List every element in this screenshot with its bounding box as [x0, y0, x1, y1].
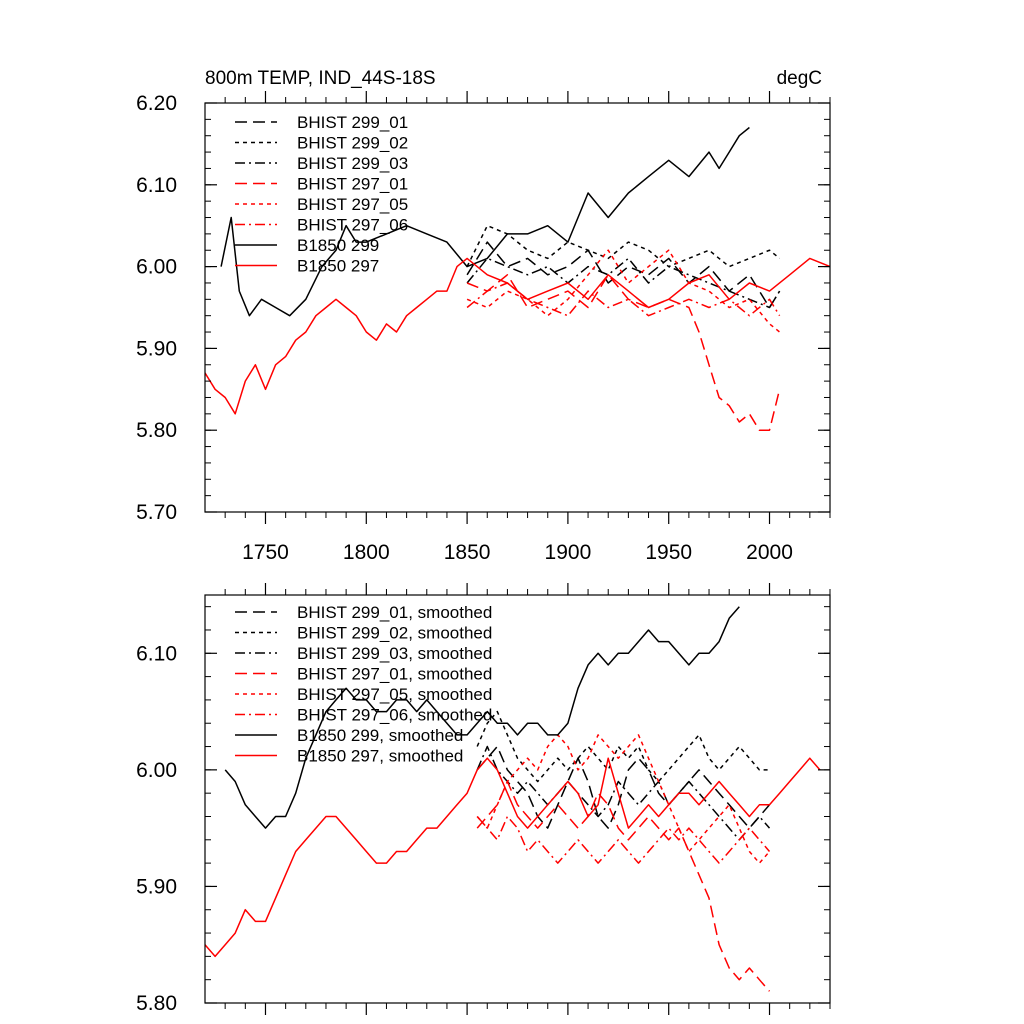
legend-label-1: BHIST 299_02, smoothed	[297, 624, 492, 643]
series-line-0	[466, 241, 781, 309]
series-line-0	[476, 745, 771, 829]
legend-label-3: BHIST 297_01, smoothed	[297, 665, 492, 684]
series-line-1	[476, 710, 770, 783]
series-group	[205, 126, 830, 431]
y-tick-label: 6.20	[136, 92, 177, 115]
y-tick-label: 5.90	[136, 875, 177, 898]
y-tick-label: 6.10	[136, 642, 177, 665]
series-line-3	[476, 780, 771, 992]
x-tick-label: 1900	[545, 541, 592, 564]
legend-label-0: BHIST 299_01, smoothed	[297, 603, 492, 622]
legend-label-2: BHIST 299_03, smoothed	[297, 644, 492, 663]
legend: BHIST 299_01, smoothed BHIST 299_02, smoo…	[235, 603, 492, 766]
legend-label-5: BHIST 297_06, smoothed	[297, 706, 492, 725]
x-tick-label: 1950	[645, 541, 692, 564]
x-tick-label: 1850	[444, 541, 491, 564]
y-tick-label: 5.80	[136, 419, 177, 442]
legend-label-0: BHIST 299_01	[297, 113, 408, 132]
y-tick-label: 6.00	[136, 759, 177, 782]
top-panel-title: 800m TEMP, IND_44S-18S	[205, 68, 436, 89]
legend-label-4: BHIST 297_05	[297, 195, 408, 214]
y-tick-label: 5.90	[136, 337, 177, 360]
legend-label-4: BHIST 297_05, smoothed	[297, 685, 492, 704]
x-tick-label: 1750	[242, 541, 289, 564]
series-line-3	[466, 274, 781, 431]
legend-label-1: BHIST 299_02	[297, 134, 408, 153]
legend-label-6: B1850 299, smoothed	[297, 726, 463, 745]
legend-label-7: B1850 297	[297, 257, 379, 276]
series-line-7	[205, 757, 821, 958]
series-line-6	[224, 606, 740, 829]
x-tick-label: 2000	[746, 541, 793, 564]
top-plot-area: 5.70 5.80 5.90 6.00 6.10 6.20 1750 1800 1850 1900…	[136, 91, 831, 564]
series-line-6	[220, 126, 750, 317]
series-group	[205, 606, 821, 992]
y-tick-label: 5.80	[136, 992, 177, 1015]
series-line-5	[476, 815, 771, 864]
y-tick-label: 6.00	[136, 256, 177, 279]
legend-label-7: B1850 297, smoothed	[297, 747, 463, 766]
legend-label-5: BHIST 297_06	[297, 216, 408, 235]
plot-frame	[204, 594, 831, 1004]
series-line-2	[476, 745, 771, 841]
y-tick-label: 6.10	[136, 174, 177, 197]
legend-label-6: B1850 299	[297, 236, 379, 255]
series-line-7	[205, 257, 830, 415]
legend-label-2: BHIST 299_03	[297, 154, 408, 173]
series-line-1	[466, 224, 781, 268]
series-line-4	[466, 249, 781, 333]
y-tick-label: 5.70	[136, 501, 177, 524]
legend-label-3: BHIST 297_01	[297, 175, 408, 194]
x-tick-label: 1800	[343, 541, 390, 564]
plot-frame	[204, 102, 831, 513]
top-panel-units: degC	[777, 68, 822, 89]
top-panel: 800m TEMP, IND_44S-18S degC 5.70 5.80 5.90…	[136, 68, 831, 564]
series-line-4	[476, 734, 771, 864]
